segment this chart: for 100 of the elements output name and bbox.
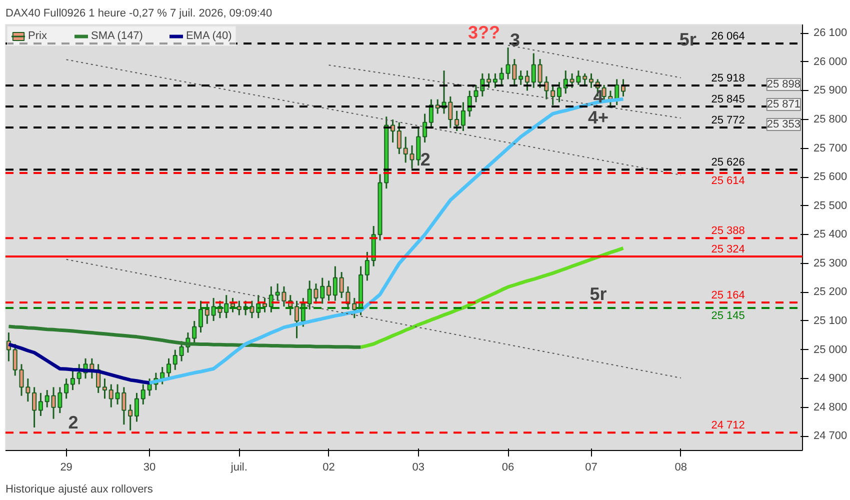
candlestick [582, 72, 588, 86]
candlestick [19, 363, 24, 397]
candlestick [230, 297, 236, 314]
y-tick-label: 25 700 [814, 142, 848, 154]
candlestick [544, 76, 549, 100]
candlestick [492, 72, 498, 89]
candlestick [172, 349, 178, 371]
y-tick-label: 25 000 [814, 344, 848, 356]
candlestick [364, 251, 370, 282]
candlestick [268, 286, 274, 314]
legend-label: Prix [28, 30, 48, 42]
candlestick [428, 98, 434, 129]
ref-line-label: 25 388 [711, 225, 745, 238]
candlestick [326, 280, 332, 302]
line-series [359, 246, 626, 349]
candlestick [486, 72, 492, 89]
x-tick-label: 08 [674, 462, 687, 474]
x-tick-label: 02 [322, 462, 335, 474]
candlestick [531, 52, 536, 89]
y-tick-label: 24 800 [814, 401, 848, 414]
candlestick [262, 297, 268, 314]
y-tick-label: 25 200 [814, 286, 848, 298]
candlestick [44, 389, 50, 408]
x-tick-label: juil. [230, 462, 248, 474]
candlestick [460, 101, 466, 132]
candlestick [396, 122, 402, 155]
y-tick-label: 25 500 [814, 200, 848, 212]
y-tick-label: 24 700 [814, 430, 848, 442]
y-tick-label: 25 600 [814, 171, 848, 184]
ref-line-label: 25 626 [711, 156, 745, 169]
ref-line-label: 25 614 [711, 175, 745, 188]
candlestick [499, 66, 504, 86]
candlestick [134, 392, 139, 422]
candlestick [294, 300, 300, 339]
y-tick-label: 26 000 [814, 56, 848, 68]
text: Historique ajusté aux rollovers [6, 484, 154, 496]
candlestick [454, 110, 460, 132]
annotation: 5r [590, 284, 607, 304]
y-tick-label: 25 300 [814, 257, 848, 270]
x-tick-label: 03 [412, 462, 425, 474]
candlestick [524, 70, 530, 92]
text: 25 898 [766, 78, 801, 90]
candlestick [38, 392, 43, 417]
candlestick [518, 70, 524, 86]
ref-line-label: 25 918 [711, 72, 745, 85]
ref-line-label: 26 064 [711, 30, 745, 42]
x-tick-label: 30 [143, 462, 156, 474]
candlestick [204, 302, 210, 325]
candlestick [70, 369, 75, 391]
y-tick-label: 25 400 [814, 228, 848, 241]
candlestick [32, 386, 37, 428]
candlestick [102, 378, 107, 400]
annotation: 4+ [588, 108, 609, 128]
annotation: 2 [68, 412, 78, 433]
chart-title: DAX40 Full0926 1 heure -0,27 % 7 juil. 2026, 09:09:40 [6, 8, 272, 20]
candlestick [390, 118, 396, 144]
annotation: 2 [420, 150, 430, 170]
x-tick-label: 07 [585, 462, 598, 474]
candlestick [556, 81, 562, 103]
ref-line-label: 25 145 [711, 310, 745, 322]
ref-line-label: 25 324 [711, 243, 745, 256]
text: 25 871 [766, 98, 801, 110]
ref-line-label: 25 164 [711, 290, 745, 302]
candlestick [147, 378, 152, 397]
candlestick [588, 72, 594, 89]
candlestick [332, 266, 338, 302]
legend-label: EMA (40) [186, 30, 232, 42]
candlestick [179, 340, 184, 362]
candlestick [76, 363, 82, 386]
candlestick [198, 300, 204, 334]
y-tick-label: 25 100 [814, 314, 848, 327]
candlestick [320, 277, 325, 304]
candlestick [538, 58, 542, 89]
text: 25 353 [766, 118, 801, 130]
y-tick-label: 24 900 [814, 372, 848, 385]
annotation: 3?? [468, 22, 500, 42]
candlestick [166, 358, 171, 380]
candlestick [224, 294, 229, 319]
x-tick-label: 29 [60, 462, 72, 474]
candlestick [422, 112, 428, 144]
candlestick [12, 343, 18, 376]
candlestick [128, 404, 133, 432]
candlestick [403, 136, 408, 164]
candlestick [64, 378, 69, 400]
candlestick [550, 84, 556, 106]
ref-line-label: 25 845 [711, 94, 745, 106]
ref-line-label: 25 772 [711, 114, 745, 127]
candlestick [192, 320, 197, 345]
line-series [6, 324, 363, 349]
ref-line-label: 24 712 [711, 420, 745, 432]
candlestick [108, 384, 114, 408]
y-tick-label: 26 100 [814, 27, 848, 40]
candlestick [26, 378, 30, 402]
x-tick-label: 06 [502, 462, 514, 474]
candlestick [140, 384, 146, 406]
y-tick-label: 25 800 [814, 113, 848, 126]
candlestick [352, 297, 357, 319]
legend-label: SMA (147) [91, 30, 143, 42]
y-tick-label: 25 900 [814, 84, 848, 97]
candlestick [236, 300, 242, 316]
